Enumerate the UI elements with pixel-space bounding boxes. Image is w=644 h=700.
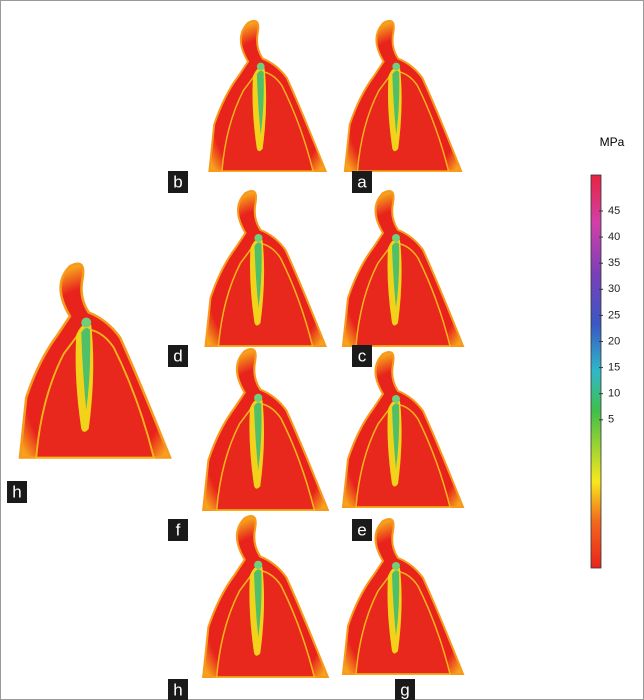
colorbar-tick-label: 15 bbox=[608, 362, 620, 374]
stress-image bbox=[203, 516, 328, 677]
colorbar-tick-label: 5 bbox=[608, 414, 614, 426]
stress-image bbox=[20, 264, 170, 458]
panel-label: b bbox=[173, 172, 182, 191]
stress-image bbox=[209, 21, 325, 171]
panel-label: g bbox=[400, 680, 409, 699]
colorbar-unit: MPa bbox=[600, 135, 625, 149]
stress-image bbox=[345, 21, 461, 171]
panel-label: d bbox=[173, 346, 182, 365]
figure: MPa b a d c f e h g h 45 40 35 30 25 20 15 10 5 bbox=[0, 0, 644, 700]
panel-label: c bbox=[358, 346, 367, 365]
colorbar-tick-label: 20 bbox=[608, 335, 620, 347]
stress-image bbox=[343, 352, 463, 507]
colorbar-tick-label: 30 bbox=[608, 283, 620, 295]
colorbar-tick-label: 45 bbox=[608, 205, 620, 217]
stress-image bbox=[343, 191, 463, 346]
panel-label: a bbox=[357, 172, 367, 191]
colorbar-tick-label: 25 bbox=[608, 309, 620, 321]
panel-label: h bbox=[173, 680, 182, 699]
colorbar-tick-label: 40 bbox=[608, 231, 620, 243]
panel-label: h bbox=[12, 482, 21, 501]
colorbar bbox=[591, 175, 601, 568]
stress-image bbox=[206, 191, 326, 346]
stress-image bbox=[203, 349, 328, 510]
panel-label: e bbox=[357, 520, 366, 539]
stress-image bbox=[343, 519, 463, 674]
colorbar-tick-label: 35 bbox=[608, 257, 620, 269]
colorbar-tick-label: 10 bbox=[608, 388, 620, 400]
panel-label: f bbox=[176, 520, 181, 539]
